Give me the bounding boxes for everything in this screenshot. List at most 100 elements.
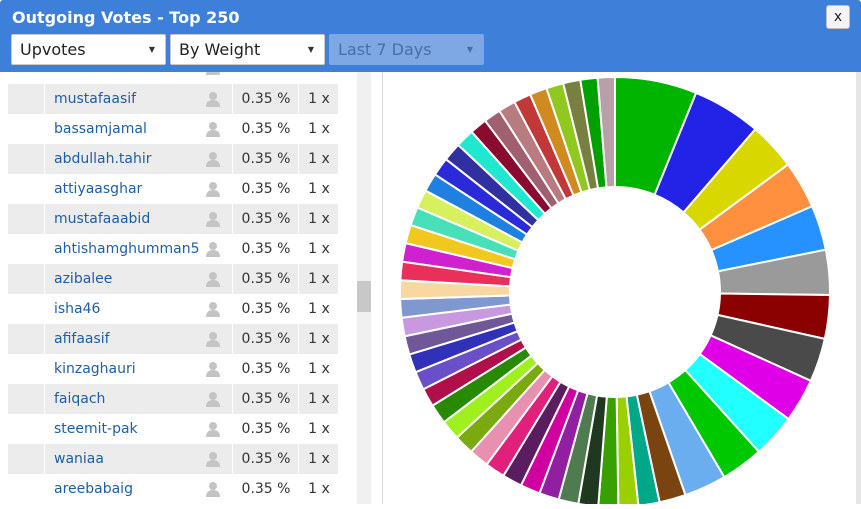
voter-name-link[interactable]: kinzaghauri — [54, 361, 136, 377]
voter-name-link[interactable]: afifaasif — [54, 331, 110, 347]
vote-percent: 0.35 % — [232, 114, 299, 144]
vote-percent: 0.35 % — [232, 414, 299, 444]
user-icon — [205, 211, 221, 227]
table-row: attiyaasghar 0.35 % 1 x — [8, 174, 338, 204]
voter-name-link[interactable]: steemit-pak — [54, 421, 138, 437]
table-row: azibalee 0.35 % 1 x — [8, 264, 338, 294]
table-row — [8, 72, 338, 82]
rank-cell — [8, 204, 45, 234]
vote-count: 1 x — [298, 174, 339, 204]
user-icon — [205, 72, 221, 75]
vote-percent: 0.35 % — [232, 264, 299, 294]
vote-count: 1 x — [298, 114, 339, 144]
table-row: steemit-pak 0.35 % 1 x — [8, 414, 338, 444]
vote-percent: 0.35 % — [232, 174, 299, 204]
voter-name-link[interactable]: waniaa — [54, 451, 104, 467]
rank-cell — [8, 444, 45, 474]
vote-count: 1 x — [298, 234, 339, 264]
user-icon — [205, 241, 221, 257]
pie-slice-50[interactable] — [596, 75, 616, 189]
voter-name-link[interactable]: faiqach — [54, 391, 106, 407]
donut-chart — [399, 75, 831, 508]
rank-cell — [8, 354, 45, 384]
table-row: mustafaasif 0.35 % 1 x — [8, 84, 338, 114]
voter-name-link[interactable]: areebabaig — [54, 481, 133, 497]
voter-name-link[interactable]: ahtishamghumman5 — [54, 241, 200, 257]
vote-type-value: Upvotes — [20, 40, 86, 59]
panel-edge — [856, 72, 861, 504]
vote-percent: 0.35 % — [232, 444, 299, 474]
vote-type-select[interactable]: Upvotes ▼ — [11, 34, 166, 65]
table-row: abdullah.tahir 0.35 % 1 x — [8, 144, 338, 174]
vote-percent: 0.35 % — [232, 234, 299, 264]
chevron-down-icon: ▼ — [466, 45, 473, 54]
chevron-down-icon: ▼ — [148, 45, 155, 54]
voter-name-link[interactable]: mustafaasif — [54, 91, 137, 107]
user-icon — [205, 391, 221, 407]
vote-count: 1 x — [298, 324, 339, 354]
voter-name-link[interactable]: attiyaasghar — [54, 181, 143, 197]
vote-percent: 0.35 % — [232, 354, 299, 384]
voter-name-link[interactable]: bassamjamal — [54, 121, 147, 137]
vote-count: 1 x — [298, 354, 339, 384]
rank-cell — [8, 234, 45, 264]
table-row: waniaa 0.35 % 1 x — [8, 444, 338, 474]
sort-select[interactable]: By Weight ▼ — [170, 34, 325, 65]
voter-name-link[interactable]: isha46 — [54, 301, 101, 317]
table-row: ahtishamghumman5 0.35 % 1 x — [8, 234, 338, 264]
vote-percent: 0.35 % — [232, 204, 299, 234]
table-row: areebabaig 0.35 % 1 x — [8, 474, 338, 504]
vote-count: 1 x — [298, 144, 339, 174]
scrollbar-thumb[interactable] — [357, 281, 371, 312]
vote-count: 1 x — [298, 264, 339, 294]
voter-name-link[interactable]: azibalee — [54, 271, 113, 287]
rank-cell — [8, 384, 45, 414]
period-select: Last 7 Days ▼ — [329, 34, 484, 65]
rank-cell — [8, 264, 45, 294]
rank-cell — [8, 114, 45, 144]
user-icon — [205, 451, 221, 467]
rank-cell — [8, 294, 45, 324]
vote-count: 1 x — [298, 474, 339, 504]
rank-cell — [8, 144, 45, 174]
period-value: Last 7 Days — [338, 40, 432, 59]
rank-cell — [8, 84, 45, 114]
vote-percent: 0.35 % — [232, 384, 299, 414]
chevron-down-icon: ▼ — [307, 45, 314, 54]
chart-panel — [382, 72, 857, 508]
rank-cell — [8, 174, 45, 204]
vote-percent: 0.35 % — [232, 474, 299, 504]
user-icon — [205, 271, 221, 287]
rank-cell — [8, 414, 45, 444]
user-icon — [205, 121, 221, 137]
vote-percent: 0.35 % — [232, 294, 299, 324]
vote-percent: 0.35 % — [232, 144, 299, 174]
vote-count: 1 x — [298, 414, 339, 444]
user-icon — [205, 301, 221, 317]
dialog-header: Outgoing Votes - Top 250 x Upvotes ▼ By … — [0, 0, 861, 72]
vote-count: 1 x — [298, 84, 339, 114]
user-icon — [205, 181, 221, 197]
rank-cell — [8, 324, 45, 354]
user-icon — [205, 331, 221, 347]
votes-list: mustafaasif 0.35 % 1 x bassamjamal 0.35 % 1 x… — [0, 72, 370, 504]
user-icon — [205, 151, 221, 167]
rank-cell — [8, 474, 45, 504]
vote-count: 1 x — [298, 294, 339, 324]
vote-count: 1 x — [298, 384, 339, 414]
table-row: mustafaaabid 0.35 % 1 x — [8, 204, 338, 234]
sort-value: By Weight — [179, 40, 261, 59]
voter-name-link[interactable]: abdullah.tahir — [54, 151, 152, 167]
voter-name-link[interactable]: mustafaaabid — [54, 211, 151, 227]
table-row: kinzaghauri 0.35 % 1 x — [8, 354, 338, 384]
table-row: bassamjamal 0.35 % 1 x — [8, 114, 338, 144]
vote-percent: 0.35 % — [232, 324, 299, 354]
close-button[interactable]: x — [826, 5, 850, 29]
user-icon — [205, 91, 221, 107]
user-icon — [205, 361, 221, 377]
user-icon — [205, 481, 221, 497]
table-row: afifaasif 0.35 % 1 x — [8, 324, 338, 354]
dialog-title: Outgoing Votes - Top 250 — [12, 8, 240, 27]
table-row: faiqach 0.35 % 1 x — [8, 384, 338, 414]
vote-count: 1 x — [298, 444, 339, 474]
